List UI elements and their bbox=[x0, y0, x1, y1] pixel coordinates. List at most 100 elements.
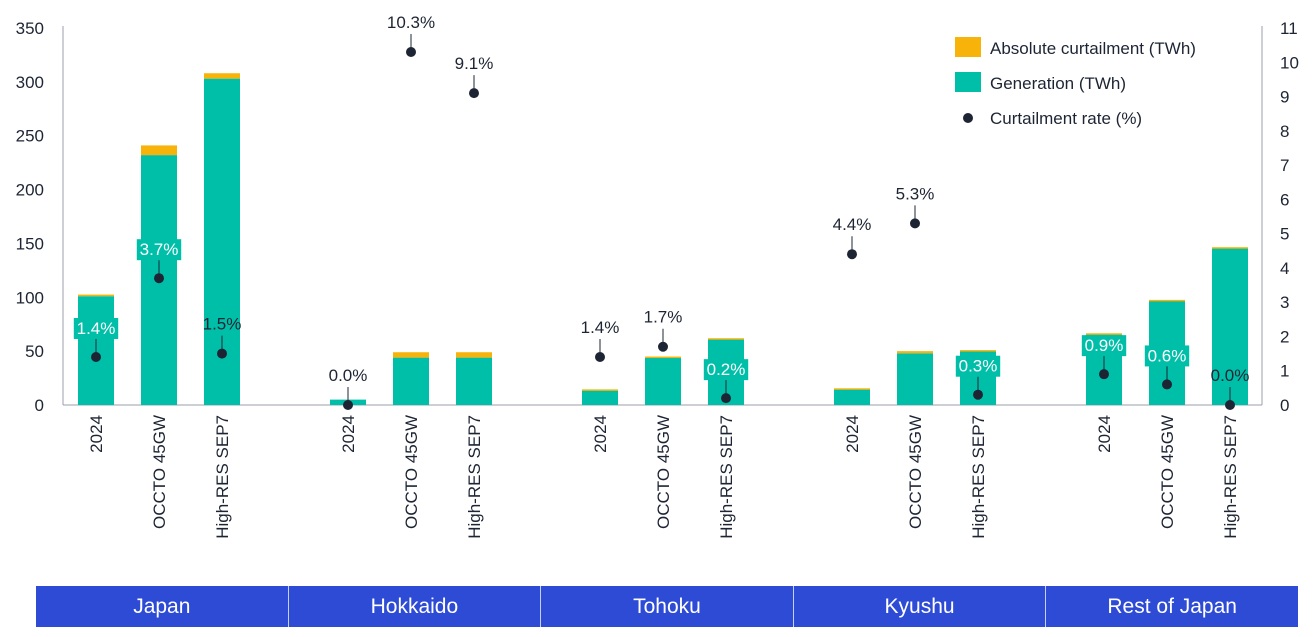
y-right-tick-label: 10 bbox=[1280, 53, 1299, 72]
curtailment-bar bbox=[645, 356, 681, 359]
curtailment-bar bbox=[204, 73, 240, 79]
x-tick-label: High-RES SEP7 bbox=[213, 415, 232, 539]
x-tick-label: High-RES SEP7 bbox=[717, 415, 736, 539]
rate-label: 3.7% bbox=[140, 240, 179, 259]
y-right-tick-label: 1 bbox=[1280, 362, 1289, 381]
rate-label: 4.4% bbox=[833, 215, 872, 234]
curtailment-bar bbox=[960, 350, 996, 352]
y-right-tick-label: 4 bbox=[1280, 259, 1289, 278]
legend: Absolute curtailment (TWh) Generation (TW… bbox=[955, 37, 1196, 128]
generation-bar bbox=[645, 357, 681, 405]
x-tick-label: 2024 bbox=[1095, 415, 1114, 453]
curtailment-bar bbox=[834, 388, 870, 390]
x-tick-label: OCCTO 45GW bbox=[402, 415, 421, 529]
x-tick-label: OCCTO 45GW bbox=[654, 415, 673, 529]
x-tick-label: High-RES SEP7 bbox=[969, 415, 988, 539]
region-label: Japan bbox=[36, 586, 289, 627]
rate-label-box bbox=[703, 359, 749, 381]
curtailment-bar bbox=[78, 294, 114, 297]
region-label: Hokkaido bbox=[289, 586, 542, 627]
y-right-tick-label: 5 bbox=[1280, 225, 1289, 244]
rate-label: 1.7% bbox=[644, 308, 683, 327]
rate-dot bbox=[1225, 400, 1235, 410]
y-right-tick-label: 7 bbox=[1280, 156, 1289, 175]
generation-bar bbox=[393, 357, 429, 405]
region-band: Japan Hokkaido Tohoku Kyushu Rest of Jap… bbox=[36, 586, 1298, 627]
curtailment-bar bbox=[1149, 299, 1185, 302]
curtailment-bar bbox=[582, 389, 618, 391]
y-left-tick-label: 150 bbox=[16, 234, 44, 253]
rate-label: 1.5% bbox=[203, 315, 242, 334]
x-tick-label: High-RES SEP7 bbox=[465, 415, 484, 539]
x-tick-label: 2024 bbox=[339, 415, 358, 453]
rate-label: 0.6% bbox=[1148, 346, 1187, 365]
curtailment-bar bbox=[456, 352, 492, 358]
rate-dot bbox=[406, 46, 416, 57]
region-label: Rest of Japan bbox=[1107, 594, 1237, 618]
x-axis-labels: 2024 OCCTO 45GW High-RES SEP7 2024 OCCTO 45G… bbox=[87, 415, 1240, 539]
generation-bar bbox=[897, 353, 933, 405]
generation-bar bbox=[1212, 247, 1248, 405]
rate-dot bbox=[910, 218, 920, 229]
x-tick-label: OCCTO 45GW bbox=[1158, 415, 1177, 529]
generation-bar bbox=[582, 389, 618, 405]
rate-dot bbox=[1099, 369, 1109, 380]
rate-label: 0.9% bbox=[1085, 336, 1124, 355]
legend-label: Generation (TWh) bbox=[990, 74, 1126, 93]
y-right-tick-label: 8 bbox=[1280, 122, 1289, 141]
x-tick-label: OCCTO 45GW bbox=[906, 415, 925, 529]
rate-dot bbox=[154, 273, 164, 284]
y-right-tick-label: 6 bbox=[1280, 190, 1289, 209]
rate-dot bbox=[91, 352, 101, 363]
axes: 0 50 100 150 200 250 300 350 0 1 2 3 4 5 6 7 8 9 10 11 bbox=[16, 19, 1299, 415]
y-left-tick-label: 200 bbox=[16, 181, 44, 200]
region-label: Kyushu bbox=[794, 586, 1047, 627]
rate-label: 5.3% bbox=[896, 184, 935, 203]
y-right-tick-label: 11 bbox=[1280, 19, 1298, 38]
rate-dot bbox=[1162, 379, 1172, 390]
rate-dot bbox=[847, 249, 857, 260]
rate-label-box bbox=[73, 318, 119, 340]
chart: 0 50 100 150 200 250 300 350 0 1 2 3 4 5 6 7 8 9 10 11 1.4%… bbox=[16, 13, 1299, 539]
rate-label: 1.4% bbox=[581, 318, 620, 337]
curtailment-bar bbox=[393, 352, 429, 358]
y-left-tick-label: 350 bbox=[16, 19, 44, 38]
legend-swatch bbox=[955, 37, 981, 57]
generation-bar bbox=[456, 357, 492, 405]
rate-dot bbox=[721, 393, 731, 404]
rate-dot bbox=[973, 389, 983, 400]
region-label: Tohoku bbox=[541, 586, 794, 627]
rate-dot bbox=[595, 352, 605, 363]
curtailment-bar bbox=[1212, 247, 1248, 249]
y-left-tick-label: 250 bbox=[16, 127, 44, 146]
legend-swatch bbox=[955, 72, 981, 92]
y-left-tick-label: 300 bbox=[16, 73, 44, 92]
rate-label: 0.0% bbox=[1211, 366, 1250, 385]
x-tick-label: OCCTO 45GW bbox=[150, 415, 169, 529]
legend-label: Curtailment rate (%) bbox=[990, 109, 1142, 128]
legend-dot bbox=[963, 113, 973, 123]
rate-label-box bbox=[136, 239, 182, 261]
rate-label: 10.3% bbox=[387, 13, 435, 32]
x-tick-label: 2024 bbox=[591, 415, 610, 453]
curtailment-bar bbox=[897, 351, 933, 354]
rate-label: 0.2% bbox=[707, 360, 746, 379]
rate-dot bbox=[658, 341, 668, 352]
rate-label: 0.3% bbox=[959, 357, 998, 376]
rate-label-box bbox=[955, 355, 1001, 377]
x-tick-label: 2024 bbox=[87, 415, 106, 453]
rate-dot bbox=[469, 88, 479, 99]
y-right-tick-label: 0 bbox=[1280, 396, 1289, 415]
y-right-tick-label: 2 bbox=[1280, 327, 1289, 346]
rate-label: 0.0% bbox=[329, 366, 368, 385]
y-left-tick-label: 50 bbox=[25, 342, 44, 361]
rate-label-box bbox=[1081, 335, 1127, 357]
x-tick-label: 2024 bbox=[843, 415, 862, 453]
rate-label: 1.4% bbox=[77, 319, 116, 338]
y-left-tick-label: 0 bbox=[35, 396, 44, 415]
curtailment-bar bbox=[141, 145, 177, 156]
curtailment-bar bbox=[1086, 333, 1122, 335]
rate-dot bbox=[343, 400, 353, 410]
generation-bar bbox=[834, 388, 870, 405]
rate-label: 9.1% bbox=[455, 54, 494, 73]
